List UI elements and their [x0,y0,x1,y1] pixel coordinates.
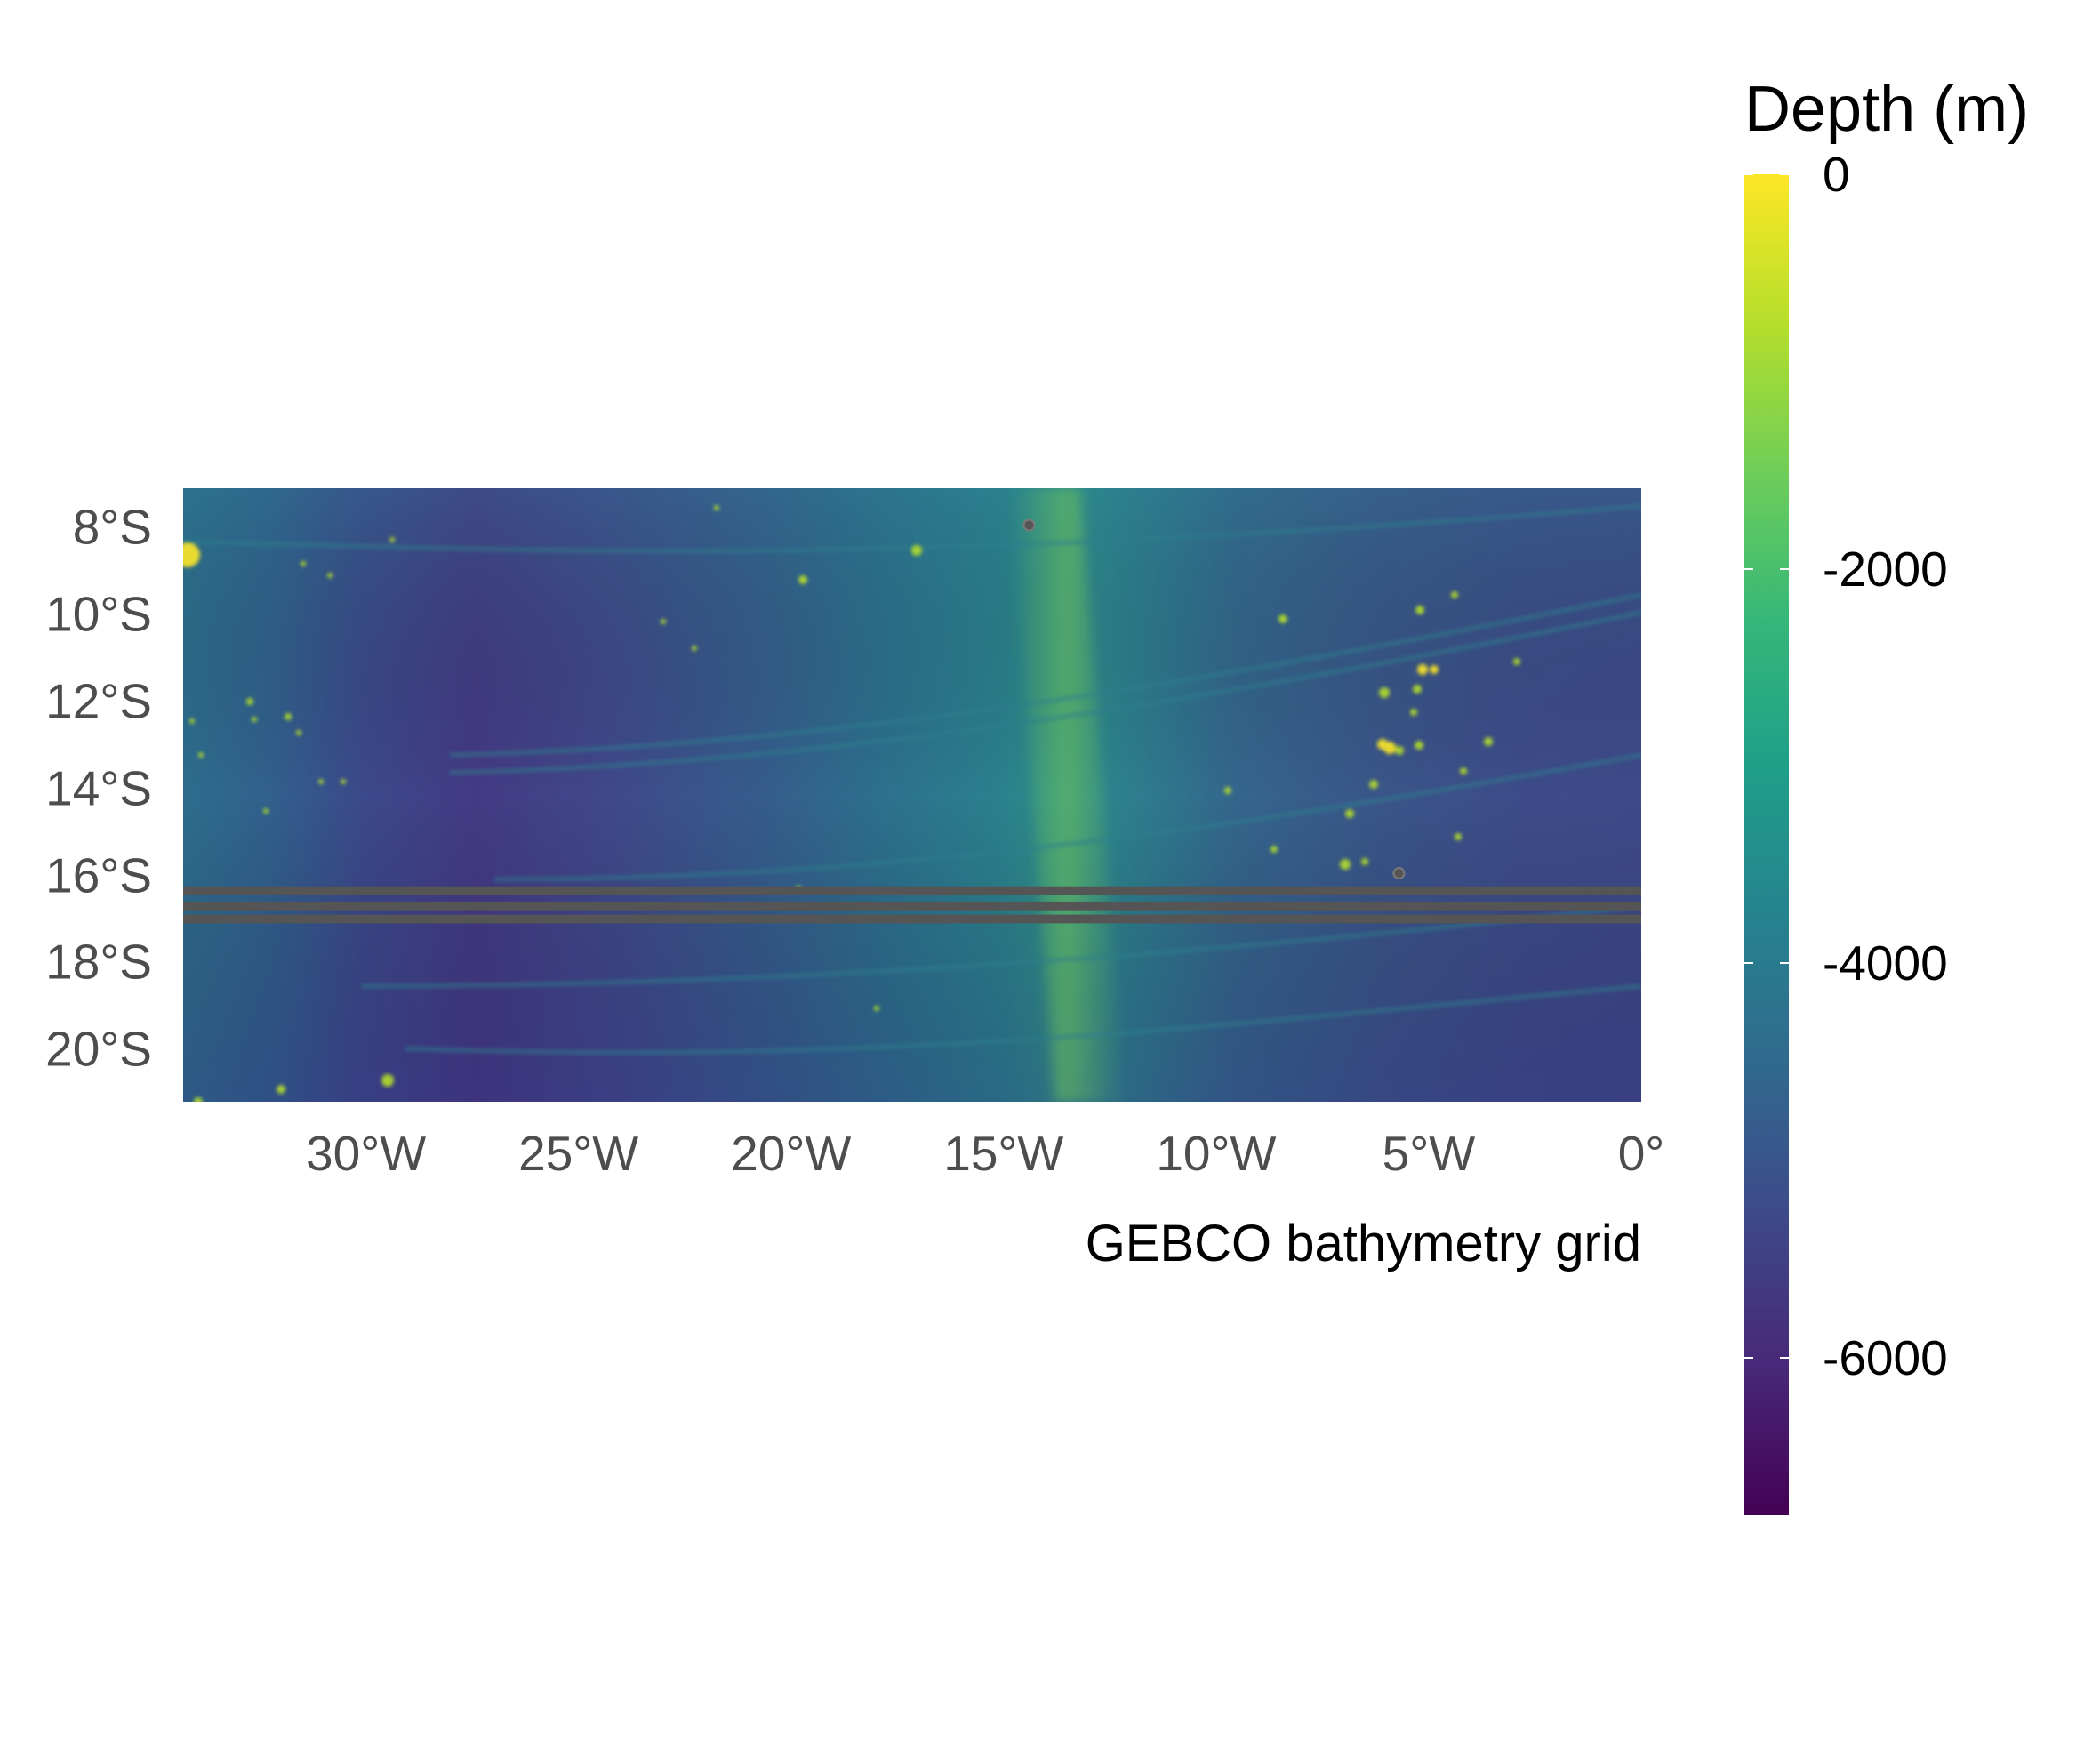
colorbar-tick-mark [1780,962,1789,965]
map-caption: GEBCO bathymetry grid [1085,1215,1641,1272]
colorbar-tick-mark [1744,173,1753,175]
depth-colorbar [1744,174,1789,1515]
colorbar-tick-mark [1780,173,1789,175]
latitude-tick-label: 14°S [45,760,152,816]
latitude-tick-label: 8°S [72,499,152,555]
colorbar-tick-mark [1744,1356,1753,1359]
latitude-tick-label: 18°S [45,934,152,990]
longitude-tick-label: 20°W [731,1126,852,1181]
longitude-tick-label: 25°W [518,1126,639,1181]
latitude-tick-label: 12°S [45,673,152,729]
bathymetry-raster [183,488,1641,1102]
colorbar-tick-mark [1780,1356,1789,1359]
colorbar-tick-label: -4000 [1823,935,1948,991]
colorbar-tick-label: -2000 [1823,541,1948,597]
longitude-tick-label: 0° [1617,1126,1665,1181]
colorbar-tick-label: 0 [1823,147,1850,202]
latitude-tick-label: 10°S [45,586,152,642]
missing-data-band [183,901,1641,911]
legend-title: Depth (m) [1744,74,2030,145]
latitude-tick-label: 16°S [45,847,152,903]
longitude-tick-label: 30°W [306,1126,427,1181]
longitude-tick-label: 15°W [943,1126,1064,1181]
colorbar-tick-mark [1744,567,1753,570]
missing-data-band [183,886,1641,895]
missing-data-band [183,914,1641,924]
colorbar-tick-mark [1780,567,1789,570]
island-marker [1022,518,1036,532]
colorbar-tick-label: -6000 [1823,1329,1948,1385]
island-marker [1392,867,1406,880]
longitude-tick-label: 10°W [1156,1126,1277,1181]
longitude-tick-label: 5°W [1382,1126,1476,1181]
colorbar-tick-mark [1744,962,1753,965]
latitude-tick-label: 20°S [45,1021,152,1077]
